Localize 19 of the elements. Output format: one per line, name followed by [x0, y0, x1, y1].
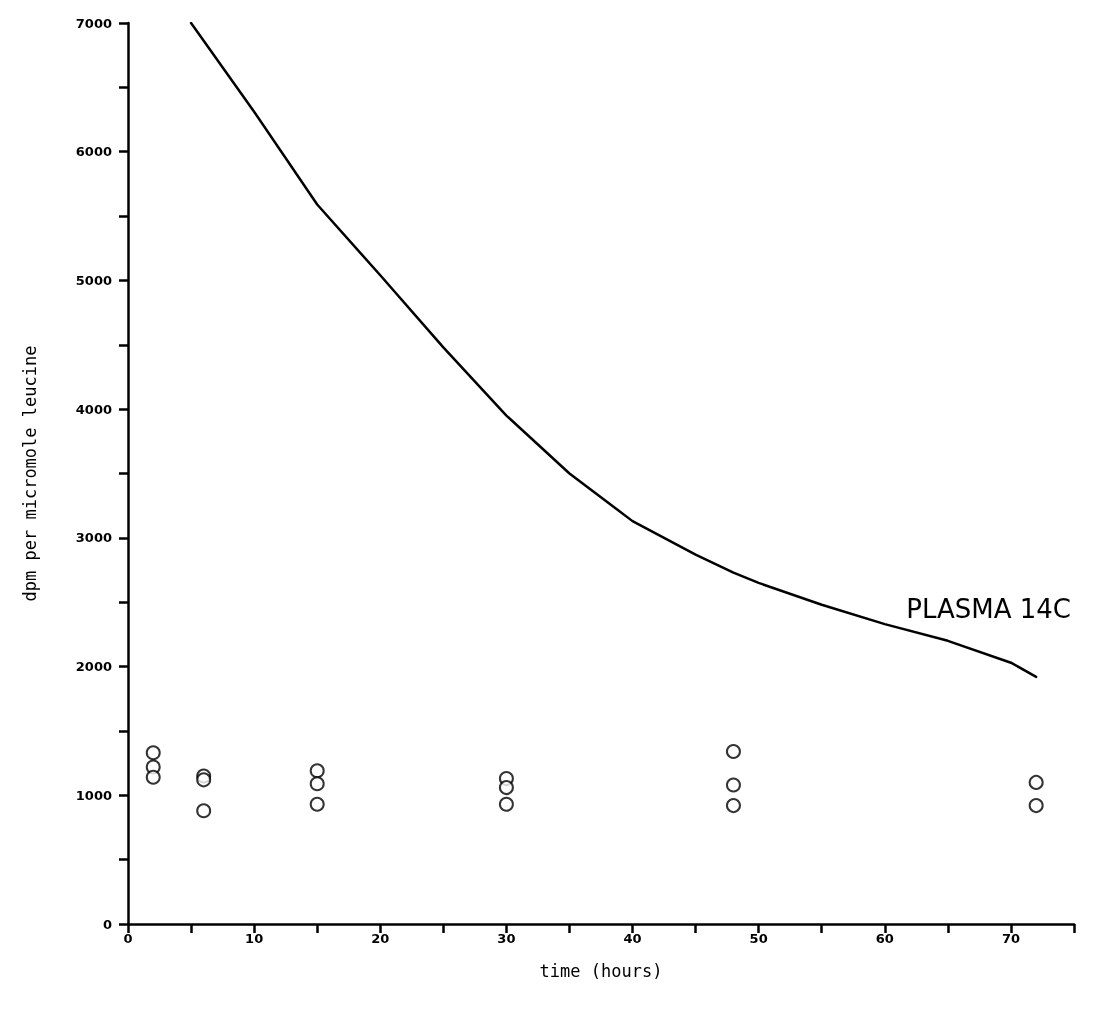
y-axis-title: dpm per micromole leucine [19, 345, 40, 602]
y-tick-label: 4000 [75, 401, 112, 417]
y-tick-label: 7000 [75, 15, 112, 31]
y-tick-label: 0 [102, 916, 112, 932]
x-tick-label: 20 [371, 931, 390, 946]
x-axis-title: time (hours) [539, 960, 663, 981]
x-tick-label: 60 [875, 931, 894, 946]
y-tick-label: 3000 [75, 530, 112, 546]
y-tick-label: 5000 [75, 272, 112, 288]
annotation: PLASMA 14C [906, 594, 1072, 624]
x-tick-label: 0 [123, 931, 133, 946]
y-tick-label: 6000 [75, 144, 112, 160]
x-tick-label: 50 [749, 931, 768, 946]
x-tick-label: 40 [623, 931, 642, 946]
x-tick-label: 70 [1001, 931, 1020, 946]
y-tick-label: 1000 [75, 787, 112, 803]
y-tick-label: 2000 [75, 659, 112, 675]
x-tick-label: 10 [245, 931, 264, 946]
x-tick-label: 30 [497, 931, 516, 946]
